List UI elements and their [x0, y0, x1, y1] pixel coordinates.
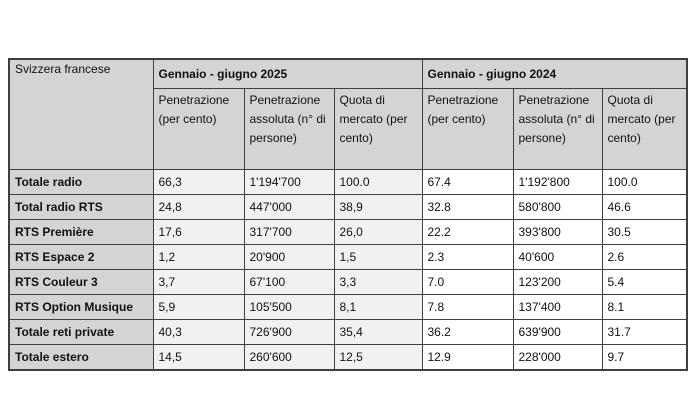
- cell: 20'900: [243, 244, 335, 270]
- cell: 2.3: [421, 244, 514, 270]
- cell: 40'600: [512, 244, 603, 270]
- row-label: RTS Couleur 3: [8, 269, 154, 295]
- cell: 317'700: [243, 219, 335, 245]
- table-row-totale-radio: Totale radio 66,3 1'194'700 100.0 67.4 1…: [8, 169, 688, 195]
- table-row-rts-espace-2: RTS Espace 2 1,2 20'900 1,5 2.3 40'600 2…: [8, 244, 688, 270]
- cell: 639'900: [512, 319, 603, 345]
- table-row-rts-couleur-3: RTS Couleur 3 3,7 67'100 3,3 7.0 123'200…: [8, 269, 688, 295]
- audience-table: Svizzera francese Gennaio - giugno 2025 …: [8, 58, 689, 371]
- cell: 3,7: [152, 269, 245, 295]
- cell: 726'900: [243, 319, 335, 345]
- corner-header-cell: Svizzera francese: [8, 58, 154, 170]
- cell: 30.5: [601, 219, 688, 245]
- cell: 9.7: [601, 344, 688, 371]
- cell: 35,4: [333, 319, 423, 345]
- cell: 17,6: [152, 219, 245, 245]
- cell: 12,5: [333, 344, 423, 371]
- cell: 228'000: [512, 344, 603, 371]
- table-row-rts-premiere: RTS Première 17,6 317'700 26,0 22.2 393'…: [8, 219, 688, 245]
- row-label: RTS Option Musique: [8, 294, 154, 320]
- cell: 32.8: [421, 194, 514, 220]
- row-label: Totale reti private: [8, 319, 154, 345]
- cell: 40,3: [152, 319, 245, 345]
- cell: 3,3: [333, 269, 423, 295]
- cell: 36.2: [421, 319, 514, 345]
- row-label: Total radio RTS: [8, 194, 154, 220]
- col-header-penetrazione-2024: Penetrazione (per cento): [421, 88, 514, 170]
- cell: 26,0: [333, 219, 423, 245]
- cell: 580'800: [512, 194, 603, 220]
- group-header-row: Svizzera francese Gennaio - giugno 2025 …: [8, 58, 688, 170]
- cell: 12.9: [421, 344, 514, 371]
- cell: 137'400: [512, 294, 603, 320]
- cell: 31.7: [601, 319, 688, 345]
- cell: 100.0: [601, 169, 688, 195]
- cell: 393'800: [512, 219, 603, 245]
- group-header-2025: Gennaio - giugno 2025: [152, 58, 423, 89]
- sub-header-row: Penetrazione (per cento) Penetrazione as…: [9, 88, 688, 170]
- cell: 105'500: [243, 294, 335, 320]
- cell: 67.4: [421, 169, 514, 195]
- col-header-penetrazione-assoluta-2025: Penetrazione assoluta (n° di persone): [243, 88, 335, 170]
- cell: 1'194'700: [243, 169, 335, 195]
- table-row-rts-option-musique: RTS Option Musique 5,9 105'500 8,1 7.8 1…: [8, 294, 688, 320]
- cell: 66,3: [152, 169, 245, 195]
- cell: 1'192'800: [512, 169, 603, 195]
- cell: 447'000: [243, 194, 335, 220]
- group-header-2024: Gennaio - giugno 2024: [421, 58, 688, 89]
- col-header-penetrazione-assoluta-2024: Penetrazione assoluta (n° di persone): [512, 88, 603, 170]
- row-label: RTS Espace 2: [8, 244, 154, 270]
- cell: 7.0: [421, 269, 514, 295]
- col-header-quota-mercato-2024: Quota di mercato (per cento): [601, 88, 688, 170]
- row-label: RTS Première: [8, 219, 154, 245]
- cell: 22.2: [421, 219, 514, 245]
- cell: 38,9: [333, 194, 423, 220]
- cell: 7.8: [421, 294, 514, 320]
- cell: 2.6: [601, 244, 688, 270]
- cell: 46.6: [601, 194, 688, 220]
- col-header-penetrazione-2025: Penetrazione (per cento): [152, 88, 245, 170]
- table-row-total-radio-rts: Total radio RTS 24,8 447'000 38,9 32.8 5…: [8, 194, 688, 220]
- cell: 5.4: [601, 269, 688, 295]
- cell: 260'600: [243, 344, 335, 371]
- cell: 24,8: [152, 194, 245, 220]
- cell: 123'200: [512, 269, 603, 295]
- cell: 100.0: [333, 169, 423, 195]
- cell: 8,1: [333, 294, 423, 320]
- cell: 1,5: [333, 244, 423, 270]
- row-label: Totale radio: [8, 169, 154, 195]
- row-label: Totale estero: [8, 344, 154, 371]
- cell: 1,2: [152, 244, 245, 270]
- cell: 67'100: [243, 269, 335, 295]
- table-row-totale-estero: Totale estero 14,5 260'600 12,5 12.9 228…: [8, 344, 688, 371]
- col-header-quota-mercato-2025: Quota di mercato (per cento): [333, 88, 423, 170]
- cell: 14,5: [152, 344, 245, 371]
- table-row-totale-reti-private: Totale reti private 40,3 726'900 35,4 36…: [8, 319, 688, 345]
- cell: 5,9: [152, 294, 245, 320]
- cell: 8.1: [601, 294, 688, 320]
